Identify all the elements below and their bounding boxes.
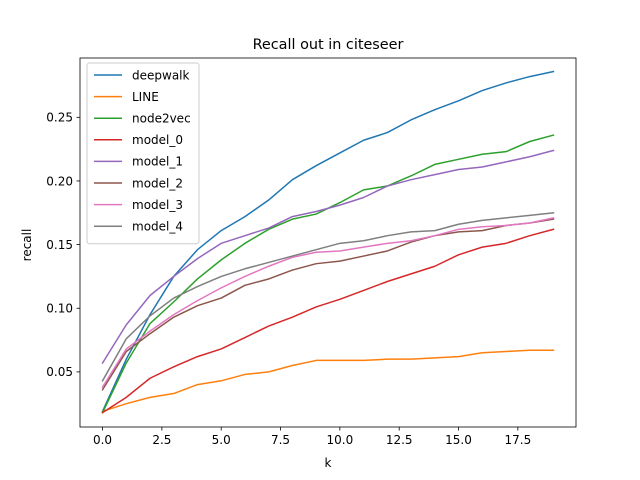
x-tick-label: 5.0 — [212, 433, 231, 447]
legend-label-node2vec: node2vec — [132, 112, 191, 126]
x-tick-label: 12.5 — [386, 433, 413, 447]
series-line-model-1 — [101, 149, 555, 365]
x-tick-label: 15.0 — [445, 433, 472, 447]
series-line-model-4 — [101, 211, 555, 382]
y-tick-label: 0.05 — [46, 365, 73, 379]
x-axis-label: k — [325, 456, 332, 470]
x-tick-label: 10.0 — [327, 433, 354, 447]
legend-label-model-1: model_1 — [132, 155, 183, 169]
y-tick-label: 0.20 — [46, 174, 73, 188]
x-tick-label: 0.0 — [93, 433, 112, 447]
legend-label-deepwalk: deepwalk — [132, 68, 190, 82]
y-tick-label: 0.10 — [46, 302, 73, 316]
series-line-deepwalk — [101, 70, 555, 413]
y-axis-label: recall — [20, 229, 34, 262]
axes: 0.0 2.5 5.0 7.5 10.0 12.5 15.0 17.5 0.05 0.10 0.15… — [46, 57, 577, 447]
legend-label-model-0: model_0 — [132, 133, 183, 147]
y-tick-label: 0.25 — [46, 111, 73, 125]
legend-label-model-4: model_4 — [132, 220, 183, 234]
chart-title: Recall out in citeseer — [253, 37, 404, 53]
y-tick-label: 0.15 — [46, 238, 73, 252]
series-line-model-0 — [101, 228, 555, 414]
legend-label-model-3: model_3 — [132, 198, 183, 212]
legend-box — [86, 62, 200, 245]
series-line-LINE — [101, 349, 555, 413]
legend: deepwalk LINE node2vec model_0 model_1 model_… — [86, 62, 200, 245]
x-tick-label: 2.5 — [152, 433, 171, 447]
axes-frame — [79, 57, 577, 428]
series-line-model-3 — [101, 216, 555, 389]
x-tick-label: 7.5 — [271, 433, 290, 447]
plot-area — [101, 70, 555, 414]
series-line-model-2 — [101, 218, 555, 391]
legend-label-LINE: LINE — [132, 90, 159, 104]
legend-label-model-2: model_2 — [132, 176, 183, 190]
x-tick-label: 17.5 — [504, 433, 531, 447]
